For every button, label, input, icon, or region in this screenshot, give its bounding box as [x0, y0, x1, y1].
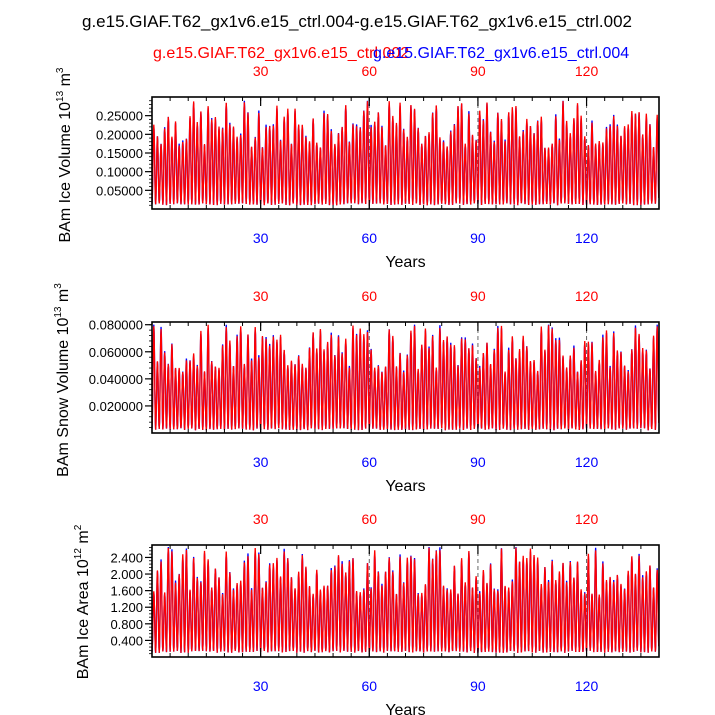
y-tick-label: 0.400 [110, 633, 143, 648]
x-tick-label-top: 30 [253, 288, 269, 304]
x-tick-label-bottom: 60 [361, 678, 377, 694]
x-tick-label-bottom: 60 [361, 454, 377, 470]
y-tick-label: 0.040000 [89, 372, 143, 387]
x-tick-label-bottom: 30 [253, 678, 269, 694]
x-tick-label-bottom: 90 [470, 454, 486, 470]
x-tick-label-bottom: 90 [470, 678, 486, 694]
x-tick-label-top: 30 [253, 63, 269, 79]
y-tick-label: 2.400 [110, 550, 143, 565]
y-axis-label: BAm Ice Area 1012 m2 [73, 524, 92, 679]
series-line-ctrl-002 [151, 324, 660, 431]
y-tick-label: 0.25000 [96, 109, 143, 124]
x-axis-label: Years [385, 702, 425, 715]
chart-panel-2: 30 30 60 60 90 90 120 120 0.020000 0.040000 0.0600… [53, 283, 660, 495]
x-tick-label-top: 120 [575, 288, 599, 304]
y-tick-label: 0.05000 [96, 183, 143, 198]
x-axis-label: Years [385, 478, 425, 495]
y-tick-label: 0.15000 [96, 146, 143, 161]
x-tick-label-top: 120 [575, 511, 599, 527]
x-tick-label-top: 120 [575, 63, 599, 79]
series-line-ctrl-002 [151, 547, 660, 653]
y-tick-label: 2.000 [110, 567, 143, 582]
x-tick-label-top: 90 [470, 511, 486, 527]
legend-series-2: g.e15.GIAF.T62_gx1v6.e15_ctrl.004 [373, 45, 629, 62]
x-tick-label-bottom: 30 [253, 230, 269, 246]
series-line-ctrl-002 [151, 100, 660, 206]
y-axis-label: BAm Ice Volume 1013 m3 [55, 67, 74, 242]
x-tick-label-top: 90 [470, 288, 486, 304]
y-tick-label: 0.10000 [96, 165, 143, 180]
x-tick-label-bottom: 90 [470, 230, 486, 246]
y-axis-label: BAm Snow Volume 1013 m3 [53, 283, 72, 477]
x-tick-label-bottom: 60 [361, 230, 377, 246]
x-tick-label-bottom: 120 [575, 230, 599, 246]
x-axis-label: Years [385, 254, 425, 271]
x-tick-label-bottom: 30 [253, 454, 269, 470]
figure-title: g.e15.GIAF.T62_gx1v6.e15_ctrl.004-g.e15.… [82, 12, 632, 31]
y-tick-label: 1.200 [110, 600, 143, 615]
x-tick-label-bottom: 120 [575, 678, 599, 694]
legend-series-1: g.e15.GIAF.T62_gx1v6.e15_ctrl.002 [153, 45, 409, 62]
x-tick-label-top: 90 [470, 63, 486, 79]
x-tick-label-bottom: 120 [575, 454, 599, 470]
y-tick-label: 0.080000 [89, 318, 143, 333]
y-tick-label: 0.20000 [96, 127, 143, 142]
chart-panel-1: 30 30 60 60 90 90 120 120 0.05000 0.10000 0.15000 0… [55, 63, 660, 271]
x-tick-label-top: 30 [253, 511, 269, 527]
y-tick-label: 0.800 [110, 617, 143, 632]
x-tick-label-top: 60 [361, 288, 377, 304]
x-tick-label-top: 60 [361, 511, 377, 527]
y-tick-label: 1.600 [110, 584, 143, 599]
y-tick-label: 0.020000 [89, 399, 143, 414]
x-tick-label-top: 60 [361, 63, 377, 79]
y-tick-label: 0.060000 [89, 345, 143, 360]
